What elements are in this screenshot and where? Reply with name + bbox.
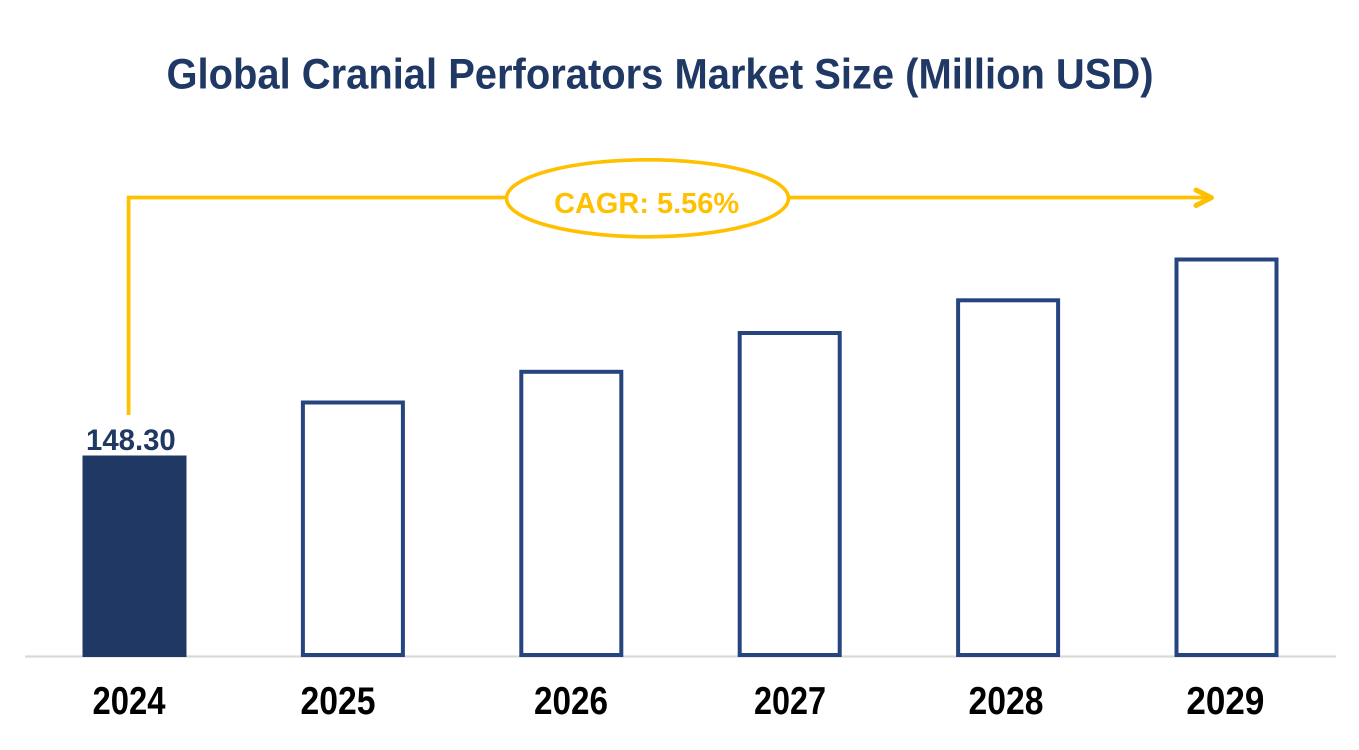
svg-text:2026: 2026 (534, 680, 608, 723)
svg-text:2027: 2027 (754, 680, 826, 723)
svg-text:CAGR: 5.56%: CAGR: 5.56% (554, 188, 739, 220)
svg-text:2028: 2028 (969, 680, 1044, 723)
svg-text:2024: 2024 (93, 680, 166, 723)
svg-text:Global Cranial Perforators Mar: Global Cranial Perforators Market Size (… (167, 51, 1154, 99)
svg-text:148.30: 148.30 (86, 424, 176, 457)
svg-text:2025: 2025 (301, 680, 376, 723)
svg-text:2029: 2029 (1186, 680, 1264, 723)
